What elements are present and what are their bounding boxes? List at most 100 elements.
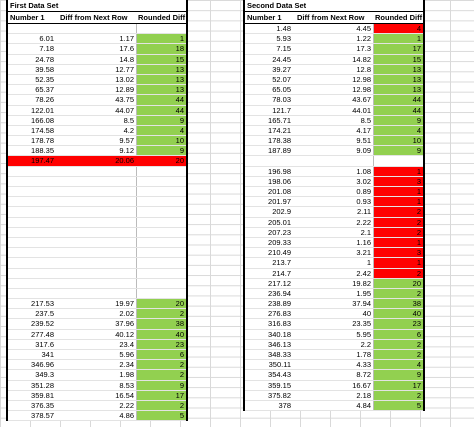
cell-rounded-diff[interactable] bbox=[136, 197, 186, 207]
cell-number-1[interactable]: 7.18 bbox=[39, 44, 54, 54]
cell-rounded-diff[interactable]: 9 bbox=[373, 370, 423, 380]
cell-rounded-diff[interactable]: 17 bbox=[136, 390, 186, 400]
cell-diff[interactable]: 2.2 bbox=[360, 339, 371, 349]
cell-number-1[interactable]: 237.5 bbox=[35, 309, 54, 319]
cell-number-1[interactable]: 122.01 bbox=[31, 105, 54, 115]
cell-number-1[interactable]: 7.15 bbox=[276, 44, 291, 54]
cell-rounded-diff[interactable]: 1 bbox=[373, 166, 423, 176]
cell-rounded-diff[interactable]: 5 bbox=[373, 400, 423, 411]
cell-rounded-diff[interactable]: 4 bbox=[136, 125, 186, 136]
cell-number-1[interactable]: 351.28 bbox=[31, 380, 54, 390]
cell-rounded-diff[interactable]: 44 bbox=[373, 105, 423, 115]
cell-rounded-diff[interactable]: 17 bbox=[373, 380, 423, 390]
cell-diff[interactable]: 12.98 bbox=[352, 85, 371, 95]
cell-number-1[interactable]: 277.48 bbox=[31, 329, 54, 339]
cell-number-1[interactable]: 378 bbox=[278, 400, 291, 410]
cell-rounded-diff[interactable] bbox=[136, 176, 186, 186]
cell-rounded-diff[interactable] bbox=[136, 217, 186, 227]
cell-number-1[interactable] bbox=[8, 197, 58, 206]
cell-number-1[interactable]: 178.78 bbox=[31, 136, 54, 146]
cell-diff[interactable]: 8.5 bbox=[360, 115, 371, 125]
cell-rounded-diff[interactable] bbox=[136, 248, 186, 258]
cell-rounded-diff[interactable]: 44 bbox=[136, 95, 186, 105]
cell-number-1[interactable]: 209.33 bbox=[268, 237, 291, 247]
cell-rounded-diff[interactable]: 23 bbox=[373, 319, 423, 329]
cell-diff[interactable]: 16.54 bbox=[115, 390, 134, 400]
cell-number-1[interactable]: 213.7 bbox=[272, 258, 291, 268]
cell-diff[interactable]: 12.77 bbox=[115, 64, 134, 74]
cell-number-1[interactable]: 316.83 bbox=[268, 319, 291, 329]
cell-diff[interactable]: 12.8 bbox=[356, 64, 371, 74]
cell-rounded-diff[interactable]: 13 bbox=[136, 74, 186, 85]
cell-number-1[interactable]: 78.03 bbox=[272, 95, 291, 105]
cell-diff[interactable]: 2.02 bbox=[119, 309, 134, 319]
cell-rounded-diff[interactable]: 9 bbox=[136, 115, 186, 125]
cell-diff[interactable]: 2.18 bbox=[356, 390, 371, 400]
cell-diff[interactable]: 1.22 bbox=[356, 34, 371, 44]
cell-number-1[interactable] bbox=[8, 207, 58, 216]
cell-rounded-diff[interactable]: 20 bbox=[175, 156, 184, 166]
cell-rounded-diff[interactable]: 44 bbox=[136, 105, 186, 115]
cell-number-1[interactable]: 317.6 bbox=[35, 339, 54, 349]
cell-number-1[interactable]: 207.23 bbox=[268, 227, 291, 237]
cell-rounded-diff[interactable] bbox=[136, 24, 186, 34]
cell-rounded-diff[interactable]: 2 bbox=[373, 227, 423, 237]
cell-rounded-diff[interactable]: 40 bbox=[136, 329, 186, 339]
cell-diff[interactable] bbox=[58, 187, 136, 196]
cell-rounded-diff[interactable]: 13 bbox=[136, 85, 186, 95]
cell-diff[interactable]: 8.53 bbox=[119, 380, 134, 390]
cell-rounded-diff[interactable]: 2 bbox=[373, 288, 423, 299]
cell-rounded-diff[interactable]: 13 bbox=[373, 85, 423, 95]
cell-rounded-diff[interactable]: 2 bbox=[373, 207, 423, 217]
cell-rounded-diff[interactable]: 2 bbox=[136, 370, 186, 380]
cell-number-1[interactable]: 52.35 bbox=[35, 74, 54, 84]
cell-number-1[interactable]: 354.43 bbox=[268, 370, 291, 380]
cell-diff[interactable]: 2.42 bbox=[356, 268, 371, 278]
cell-rounded-diff[interactable]: 3 bbox=[373, 248, 423, 258]
cell-diff[interactable]: 9.09 bbox=[356, 146, 371, 156]
cell-diff[interactable]: 12.98 bbox=[352, 74, 371, 84]
cell-diff[interactable]: 13.02 bbox=[115, 74, 134, 84]
cell-number-1[interactable] bbox=[8, 289, 58, 298]
cell-number-1[interactable]: 178.38 bbox=[268, 136, 291, 146]
cell-diff[interactable]: 4.84 bbox=[356, 400, 371, 410]
cell-rounded-diff[interactable]: 15 bbox=[373, 54, 423, 64]
cell-diff[interactable]: 9.57 bbox=[119, 136, 134, 146]
cell-diff[interactable]: 9.51 bbox=[356, 136, 371, 146]
cell-diff[interactable]: 3.21 bbox=[356, 248, 371, 258]
cell-rounded-diff[interactable]: 9 bbox=[373, 115, 423, 125]
cell-number-1[interactable]: 239.52 bbox=[31, 319, 54, 329]
cell-diff[interactable]: 2.34 bbox=[119, 360, 134, 370]
cell-number-1[interactable]: 238.89 bbox=[268, 299, 291, 309]
cell-diff[interactable] bbox=[295, 156, 373, 165]
cell-diff[interactable] bbox=[58, 269, 136, 278]
cell-number-1[interactable]: 201.97 bbox=[268, 197, 291, 207]
cell-rounded-diff[interactable]: 38 bbox=[373, 299, 423, 309]
cell-number-1[interactable] bbox=[8, 218, 58, 227]
cell-number-1[interactable]: 359.81 bbox=[31, 390, 54, 400]
cell-rounded-diff[interactable]: 15 bbox=[136, 54, 186, 64]
cell-number-1[interactable]: 375.82 bbox=[268, 390, 291, 400]
cell-diff[interactable]: 4.86 bbox=[119, 411, 134, 421]
cell-number-1[interactable]: 166.08 bbox=[31, 115, 54, 125]
cell-diff[interactable]: 44.01 bbox=[352, 105, 371, 115]
cell-rounded-diff[interactable]: 20 bbox=[373, 278, 423, 288]
cell-diff[interactable]: 0.93 bbox=[356, 197, 371, 207]
cell-rounded-diff[interactable]: 44 bbox=[373, 95, 423, 105]
cell-rounded-diff[interactable]: 1 bbox=[373, 258, 423, 268]
cell-diff[interactable] bbox=[58, 289, 136, 298]
cell-rounded-diff[interactable]: 1 bbox=[373, 197, 423, 207]
cell-number-1[interactable]: 52.07 bbox=[272, 74, 291, 84]
cell-rounded-diff[interactable]: 18 bbox=[136, 44, 186, 54]
cell-number-1[interactable]: 5.93 bbox=[276, 34, 291, 44]
cell-number-1[interactable]: 197.47 bbox=[31, 156, 54, 166]
cell-number-1[interactable]: 276.83 bbox=[268, 309, 291, 319]
cell-rounded-diff[interactable] bbox=[136, 278, 186, 288]
cell-number-1[interactable]: 349.3 bbox=[35, 370, 54, 380]
cell-rounded-diff[interactable]: 4 bbox=[373, 24, 423, 34]
cell-rounded-diff[interactable]: 10 bbox=[136, 136, 186, 146]
cell-number-1[interactable]: 359.15 bbox=[268, 380, 291, 390]
cell-number-1[interactable] bbox=[8, 187, 58, 196]
cell-diff[interactable]: 5.96 bbox=[119, 350, 134, 359]
cell-number-1[interactable]: 121.7 bbox=[272, 105, 291, 115]
